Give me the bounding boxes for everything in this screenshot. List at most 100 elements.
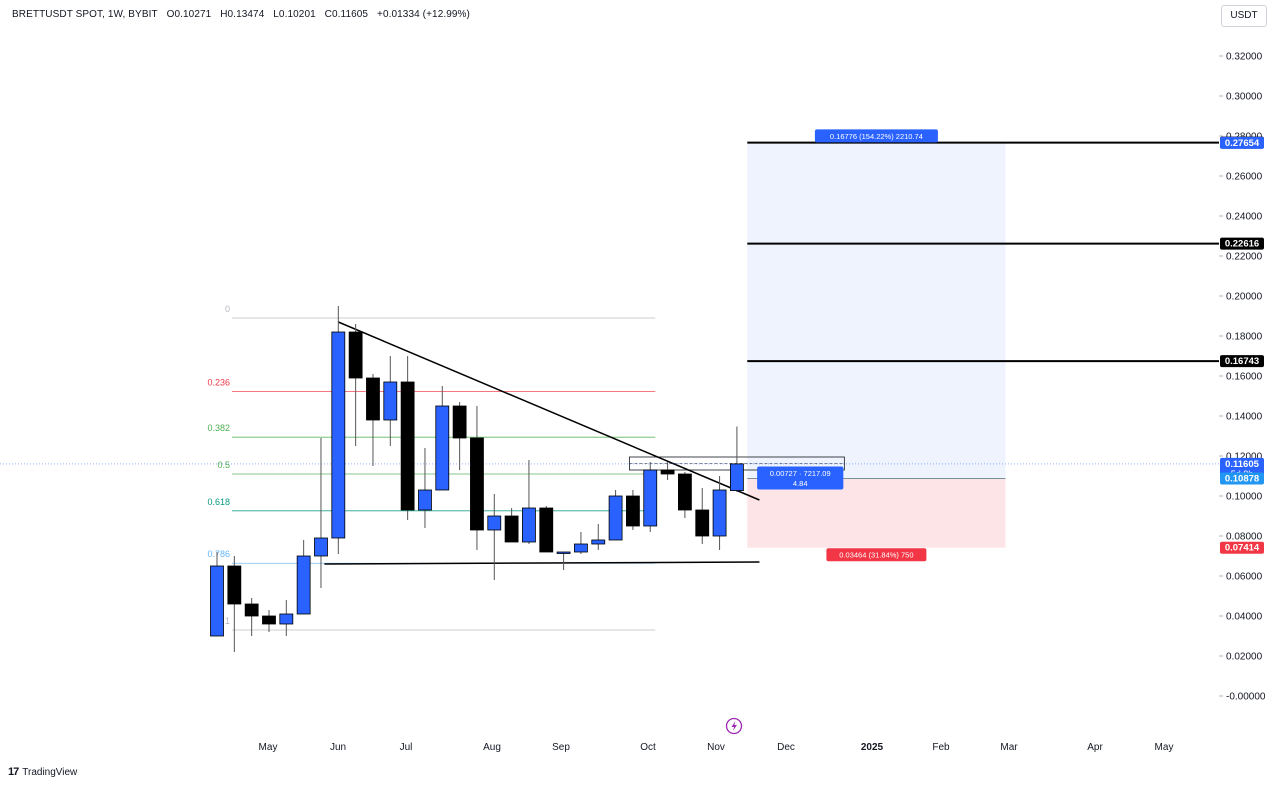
price-tag-value: 0.10878 bbox=[1225, 473, 1259, 484]
candle-body bbox=[435, 405, 450, 491]
ohlc-close: C0.11605 bbox=[324, 9, 369, 20]
candle-body bbox=[712, 489, 727, 537]
risk-reward-label-bg bbox=[757, 466, 844, 490]
price-axis: 0.320000.300000.280000.260000.240000.220… bbox=[1219, 52, 1266, 703]
currency-unit-button[interactable]: USDT bbox=[1221, 5, 1267, 27]
target-zone bbox=[747, 142, 1006, 479]
candle-body bbox=[574, 543, 588, 553]
x-tick-label: Apr bbox=[1087, 742, 1103, 753]
candle-body bbox=[331, 331, 346, 539]
y-tick-label: 0.14000 bbox=[1226, 412, 1263, 423]
candle-body bbox=[695, 509, 710, 537]
fib-level-label: 0 bbox=[225, 304, 230, 314]
candle bbox=[660, 462, 675, 480]
price-tag-value: 0.16743 bbox=[1225, 356, 1259, 367]
price-tag-bg bbox=[1220, 237, 1264, 250]
x-tick-label: May bbox=[259, 742, 278, 753]
candle bbox=[400, 356, 415, 520]
candle-body bbox=[210, 565, 224, 637]
fib-level-label: 0.5 bbox=[217, 460, 230, 470]
price-tag: 0.10878 bbox=[1220, 472, 1264, 485]
candle-body bbox=[556, 551, 571, 554]
candle bbox=[556, 551, 571, 570]
candle-body bbox=[643, 469, 658, 527]
position-zones bbox=[747, 142, 1006, 548]
fib-level-label: 0.382 bbox=[207, 423, 230, 433]
price-tag-bg bbox=[1220, 472, 1264, 485]
candle-body bbox=[504, 515, 519, 543]
x-tick-label: Aug bbox=[483, 742, 501, 753]
y-tick-label: 0.30000 bbox=[1226, 92, 1263, 103]
candle bbox=[643, 462, 658, 532]
bolt-icon[interactable] bbox=[725, 717, 743, 735]
candle-body bbox=[366, 377, 380, 421]
candle bbox=[383, 356, 398, 446]
price-tag: 0.16743 bbox=[1220, 355, 1264, 368]
risk-reward-label-text: 0.00727 · 7217.09 bbox=[770, 469, 831, 478]
chart-header: BRETTUSDT SPOT, 1W, BYBIT O0.10271 H0.13… bbox=[12, 9, 476, 20]
candle-body bbox=[400, 381, 415, 511]
target-label-text: 0.16776 (154.22%) 2210.74 bbox=[830, 132, 923, 141]
x-tick-label: Nov bbox=[707, 742, 725, 753]
fib-level-label: 0.786 bbox=[207, 549, 230, 559]
price-tag-value: 0.11605 bbox=[1225, 459, 1260, 470]
stop-zone bbox=[747, 478, 1006, 548]
candle bbox=[539, 506, 554, 553]
candle bbox=[730, 426, 744, 492]
candle bbox=[227, 556, 242, 652]
y-tick-label: 0.06000 bbox=[1226, 572, 1263, 583]
candle bbox=[522, 460, 536, 544]
candle-body bbox=[678, 473, 692, 511]
candle-body bbox=[314, 537, 328, 557]
candle bbox=[435, 386, 450, 491]
candle-body bbox=[730, 463, 744, 491]
candle bbox=[470, 406, 484, 550]
price-tag-value: 0.07414 bbox=[1225, 543, 1260, 554]
candle-body bbox=[418, 489, 432, 511]
tradingview-logo-icon: 17 bbox=[8, 766, 19, 778]
candle-body bbox=[539, 507, 554, 553]
x-tick-label: Feb bbox=[932, 742, 950, 753]
candle bbox=[574, 532, 588, 554]
candle bbox=[504, 508, 519, 543]
x-tick-label: May bbox=[1155, 742, 1174, 753]
ohlc-low: L0.10201 bbox=[273, 9, 316, 20]
candle-body bbox=[452, 405, 467, 439]
price-tag-bg bbox=[1220, 136, 1264, 149]
candle-body bbox=[522, 507, 536, 543]
candle bbox=[262, 610, 276, 632]
candle bbox=[608, 490, 623, 541]
y-tick-label: 0.02000 bbox=[1226, 652, 1263, 663]
x-tick-label: Oct bbox=[640, 742, 656, 753]
descending-resistance-trendline bbox=[338, 321, 760, 501]
target-label-bg bbox=[814, 129, 938, 143]
candle bbox=[418, 448, 432, 528]
candle bbox=[331, 306, 346, 554]
y-tick-label: -0.00000 bbox=[1226, 692, 1266, 703]
time-axis: May Jun Jul Aug Sep Oct Nov Dec 2025 Feb Mar Apr May bbox=[259, 742, 1174, 753]
candle bbox=[591, 524, 606, 550]
ohlc-high: H0.13474 bbox=[220, 9, 265, 20]
x-tick-label: 2025 bbox=[861, 742, 884, 753]
price-tag-bg bbox=[1220, 355, 1264, 368]
candle bbox=[712, 476, 727, 550]
candle-body bbox=[227, 565, 242, 605]
fib-level-label: 1 bbox=[225, 616, 230, 626]
candles bbox=[210, 306, 744, 652]
candle bbox=[487, 494, 502, 580]
candle-body bbox=[660, 469, 675, 475]
y-tick-label: 0.16000 bbox=[1226, 372, 1263, 383]
price-tag-value: 0.22616 bbox=[1225, 239, 1259, 250]
fibonacci-retracement: 0 0.236 0.382 0.5 0.618 0.786 1 bbox=[207, 304, 656, 631]
horizontal-support-trendline bbox=[324, 561, 760, 565]
branding-label: TradingView bbox=[22, 766, 78, 778]
y-tick-label: 0.18000 bbox=[1226, 332, 1263, 343]
x-tick-label: Jul bbox=[400, 742, 413, 753]
y-tick-label: 0.20000 bbox=[1226, 292, 1263, 303]
candle bbox=[626, 490, 640, 530]
risk-reward-label: 0.00727 · 7217.094.84 bbox=[757, 466, 844, 490]
target-label: 0.16776 (154.22%) 2210.74 bbox=[814, 129, 938, 143]
tradingview-branding[interactable]: 17 TradingView bbox=[8, 766, 77, 778]
